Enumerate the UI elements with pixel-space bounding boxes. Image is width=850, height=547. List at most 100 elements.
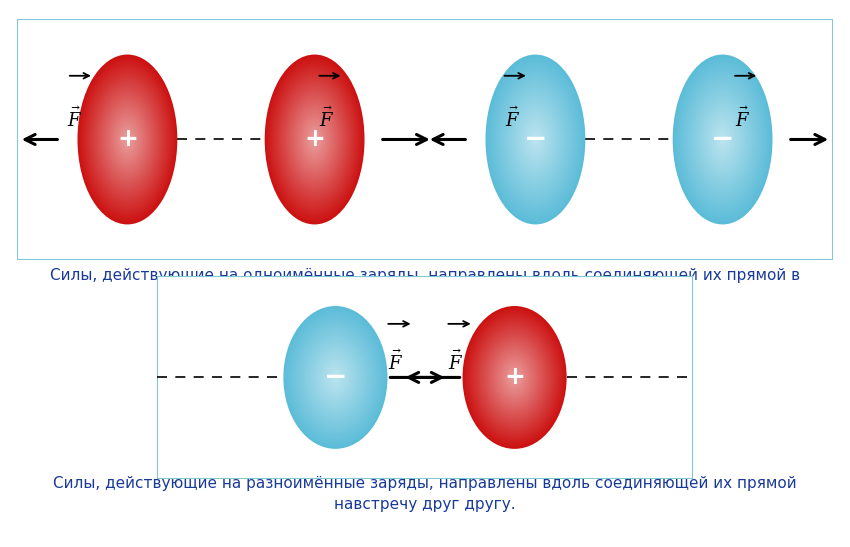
Ellipse shape xyxy=(531,133,540,146)
Ellipse shape xyxy=(113,116,141,163)
Ellipse shape xyxy=(469,315,560,440)
Ellipse shape xyxy=(314,347,357,408)
Ellipse shape xyxy=(502,360,527,394)
Ellipse shape xyxy=(509,95,561,184)
Ellipse shape xyxy=(505,364,524,391)
Ellipse shape xyxy=(95,85,159,194)
Ellipse shape xyxy=(686,77,760,202)
Ellipse shape xyxy=(485,55,586,224)
Ellipse shape xyxy=(284,87,346,192)
Ellipse shape xyxy=(82,61,173,218)
Ellipse shape xyxy=(314,138,315,141)
Ellipse shape xyxy=(266,56,364,223)
Ellipse shape xyxy=(308,339,364,416)
Ellipse shape xyxy=(279,78,350,201)
Ellipse shape xyxy=(122,129,133,150)
Ellipse shape xyxy=(292,101,337,178)
Text: −: − xyxy=(324,363,347,392)
Ellipse shape xyxy=(695,94,750,185)
Ellipse shape xyxy=(501,359,528,396)
Ellipse shape xyxy=(717,131,728,148)
Ellipse shape xyxy=(714,124,732,155)
Ellipse shape xyxy=(309,131,320,148)
Text: +: + xyxy=(504,365,525,389)
Ellipse shape xyxy=(123,133,132,146)
Ellipse shape xyxy=(704,107,741,172)
Ellipse shape xyxy=(302,331,369,423)
Text: −: − xyxy=(711,125,734,154)
Text: $\vec{F}$: $\vec{F}$ xyxy=(320,107,335,131)
Ellipse shape xyxy=(534,136,537,143)
Ellipse shape xyxy=(291,316,380,439)
Ellipse shape xyxy=(268,60,361,219)
Ellipse shape xyxy=(283,306,388,449)
Ellipse shape xyxy=(287,312,383,443)
Ellipse shape xyxy=(510,372,518,383)
Ellipse shape xyxy=(298,110,332,168)
Text: $\vec{F}$: $\vec{F}$ xyxy=(505,107,520,131)
Ellipse shape xyxy=(497,353,532,401)
Ellipse shape xyxy=(677,63,768,216)
Text: $\vec{F}$: $\vec{F}$ xyxy=(735,107,751,131)
Ellipse shape xyxy=(306,337,365,417)
Ellipse shape xyxy=(466,310,564,445)
Ellipse shape xyxy=(495,350,535,405)
Ellipse shape xyxy=(275,73,354,206)
Ellipse shape xyxy=(116,119,139,160)
Ellipse shape xyxy=(296,323,375,432)
Ellipse shape xyxy=(292,102,337,177)
Ellipse shape xyxy=(480,330,549,424)
Ellipse shape xyxy=(278,77,352,202)
Ellipse shape xyxy=(672,55,773,224)
Ellipse shape xyxy=(309,340,362,415)
Ellipse shape xyxy=(291,98,338,181)
Ellipse shape xyxy=(532,135,538,144)
Ellipse shape xyxy=(524,119,547,160)
Ellipse shape xyxy=(80,58,175,221)
Ellipse shape xyxy=(110,110,144,168)
Ellipse shape xyxy=(318,353,353,401)
Ellipse shape xyxy=(498,77,572,202)
Ellipse shape xyxy=(674,56,772,223)
Ellipse shape xyxy=(292,319,378,436)
Ellipse shape xyxy=(476,324,553,430)
Ellipse shape xyxy=(86,68,169,211)
Ellipse shape xyxy=(509,370,520,385)
Ellipse shape xyxy=(507,92,564,187)
Ellipse shape xyxy=(320,357,350,398)
Ellipse shape xyxy=(307,126,323,153)
Ellipse shape xyxy=(706,112,739,167)
Ellipse shape xyxy=(283,85,347,194)
Ellipse shape xyxy=(287,94,342,185)
Ellipse shape xyxy=(502,82,570,197)
Ellipse shape xyxy=(506,89,565,190)
Ellipse shape xyxy=(484,335,546,420)
Ellipse shape xyxy=(710,118,735,161)
Ellipse shape xyxy=(117,123,138,156)
Ellipse shape xyxy=(496,352,533,403)
Ellipse shape xyxy=(473,321,556,434)
Ellipse shape xyxy=(309,342,361,413)
Ellipse shape xyxy=(474,322,555,433)
Ellipse shape xyxy=(121,127,134,152)
Ellipse shape xyxy=(490,61,581,218)
Ellipse shape xyxy=(297,324,374,430)
Ellipse shape xyxy=(286,309,385,446)
Ellipse shape xyxy=(711,119,734,160)
Ellipse shape xyxy=(116,121,139,158)
Ellipse shape xyxy=(313,346,359,409)
Ellipse shape xyxy=(104,98,151,181)
Ellipse shape xyxy=(313,136,316,143)
Ellipse shape xyxy=(296,107,333,172)
Text: +: + xyxy=(117,127,138,152)
Text: Силы, действующие на разноимённые заряды, направлены вдоль соединяющей их прямой: Силы, действующие на разноимённые заряды… xyxy=(54,476,796,512)
Ellipse shape xyxy=(693,89,752,190)
Ellipse shape xyxy=(273,68,356,211)
Ellipse shape xyxy=(308,127,321,152)
Ellipse shape xyxy=(324,362,347,393)
Ellipse shape xyxy=(81,60,174,219)
Ellipse shape xyxy=(496,73,575,206)
Ellipse shape xyxy=(111,112,144,167)
Ellipse shape xyxy=(286,90,343,189)
Ellipse shape xyxy=(700,101,745,178)
